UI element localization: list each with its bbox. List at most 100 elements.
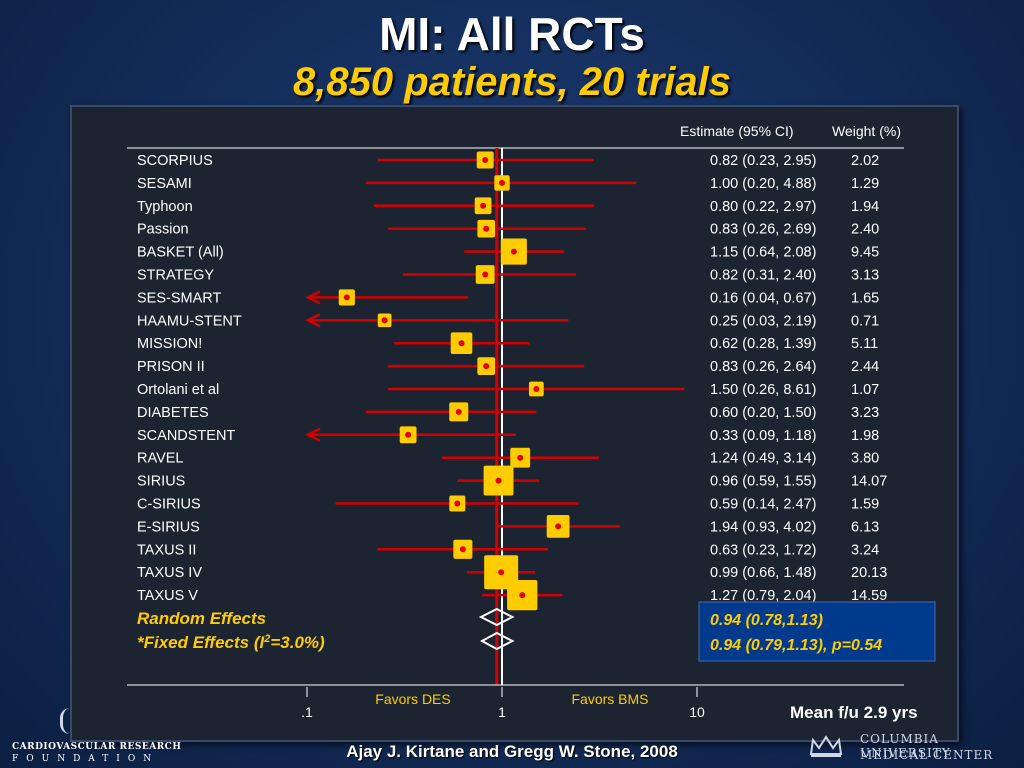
ci-value: 1.27 (0.79, 2.04) xyxy=(710,588,816,604)
study-name: Passion xyxy=(137,222,189,238)
ci-value: 0.59 (0.14, 2.47) xyxy=(710,497,816,513)
ci-value: 0.96 (0.59, 1.55) xyxy=(710,474,816,490)
study-name: SCORPIUS xyxy=(137,153,213,169)
point-estimate xyxy=(482,271,489,278)
crf-logo-line1: CARDIOVASCULAR RESEARCH xyxy=(12,742,182,752)
study-name: BASKET (All) xyxy=(137,245,224,261)
point-estimate xyxy=(499,179,505,186)
weight-value: 1.29 xyxy=(851,176,879,192)
ci-value: 1.94 (0.93, 4.02) xyxy=(710,519,816,535)
point-estimate xyxy=(343,294,350,301)
fixed-effects-label: *Fixed Effects (I2=3.0%) xyxy=(137,633,325,652)
weight-value: 1.98 xyxy=(851,428,879,444)
point-estimate xyxy=(555,523,562,530)
study-name: C-SIRIUS xyxy=(137,497,201,513)
ci-value: 0.25 (0.03, 2.19) xyxy=(710,313,816,329)
study-name: SCANDSTENT xyxy=(137,428,235,444)
ci-value: 0.83 (0.26, 2.69) xyxy=(710,222,816,238)
weight-value: 3.80 xyxy=(851,451,879,467)
study-name: Ortolani et al xyxy=(137,382,219,398)
summary-diamond xyxy=(479,631,515,651)
estimate-column-header: Estimate (95% CI) xyxy=(680,123,794,139)
weight-value: 3.24 xyxy=(851,542,879,558)
study-name: PRISON II xyxy=(137,359,205,375)
point-estimate xyxy=(454,500,461,507)
crf-logo-line2: FOUNDATION xyxy=(12,754,160,764)
point-estimate xyxy=(480,202,487,209)
point-estimate xyxy=(458,340,465,347)
weight-value: 1.94 xyxy=(851,199,879,215)
point-estimate xyxy=(405,431,412,438)
fixed-effects-result: 0.94 (0.79,1.13), p=0.54 xyxy=(710,637,882,654)
weight-value: 20.13 xyxy=(851,565,887,581)
weight-value: 6.13 xyxy=(851,519,879,535)
study-name: SIRIUS xyxy=(137,474,185,490)
point-estimate xyxy=(482,157,489,163)
point-estimate xyxy=(519,592,526,599)
ci-arrow xyxy=(305,290,321,305)
ci-value: 1.00 (0.20, 4.88) xyxy=(710,176,816,192)
ci-value: 0.82 (0.23, 2.95) xyxy=(710,153,816,169)
ci-value: 0.82 (0.31, 2.40) xyxy=(710,268,816,284)
study-name: STRATEGY xyxy=(137,268,214,284)
weight-value: 1.59 xyxy=(851,497,879,513)
columbia-logo-line1: COLUMBIA UNIVERSITY xyxy=(860,732,951,760)
columbia-crown-icon xyxy=(809,735,843,757)
weight-value: 0.71 xyxy=(851,313,879,329)
ci-arrow xyxy=(305,427,321,442)
x-tick-label: .1 xyxy=(301,704,313,720)
point-estimate xyxy=(517,454,524,461)
point-estimate xyxy=(533,386,540,392)
weight-value: 14.59 xyxy=(851,588,887,604)
study-name: DIABETES xyxy=(137,405,209,421)
study-name: E-SIRIUS xyxy=(137,519,200,535)
study-name: RAVEL xyxy=(137,451,183,467)
study-name: SES-SMART xyxy=(137,290,221,306)
crf-logo-icon xyxy=(60,708,77,734)
slide-subtitle: 8,850 patients, 20 trials xyxy=(292,60,731,104)
ci-value: 0.16 (0.04, 0.67) xyxy=(710,290,816,306)
favors-bms-label: Favors BMS xyxy=(571,691,648,707)
weight-value: 2.40 xyxy=(851,222,879,238)
study-name: Typhoon xyxy=(137,199,193,215)
point-estimate xyxy=(483,363,490,370)
random-effects-result: 0.94 (0.78,1.13) xyxy=(710,612,823,629)
slide-title: MI: All RCTs xyxy=(379,8,645,60)
weight-value: 1.07 xyxy=(851,382,879,398)
ci-arrow xyxy=(305,313,321,328)
ci-value: 0.33 (0.09, 1.18) xyxy=(710,428,816,444)
ci-value: 0.60 (0.20, 1.50) xyxy=(710,405,816,421)
weight-column-header: Weight (%) xyxy=(832,123,901,139)
point-estimate xyxy=(498,569,505,576)
point-estimate xyxy=(495,477,502,484)
point-estimate xyxy=(459,546,466,553)
point-estimate xyxy=(381,317,388,324)
study-name: TAXUS V xyxy=(137,588,198,604)
x-tick-label: 10 xyxy=(689,704,705,720)
study-name: TAXUS IV xyxy=(137,565,202,581)
weight-value: 3.13 xyxy=(851,268,879,284)
weight-value: 1.65 xyxy=(851,290,879,306)
weight-value: 9.45 xyxy=(851,245,879,261)
weight-value: 2.44 xyxy=(851,359,879,375)
weight-value: 2.02 xyxy=(851,153,879,169)
forest-plot-panel: Estimate (95% CI) Weight (%) SCORPIUS 0.82 … xyxy=(70,105,959,742)
favors-des-label: Favors DES xyxy=(375,691,450,707)
random-effects-label: Random Effects xyxy=(137,609,266,628)
ci-value: 0.80 (0.22, 2.97) xyxy=(710,199,816,215)
ci-value: 0.83 (0.26, 2.64) xyxy=(710,359,816,375)
footer-citation: Ajay J. Kirtane and Gregg W. Stone, 2008 xyxy=(346,742,678,761)
forest-plot: Estimate (95% CI) Weight (%) SCORPIUS 0.82 … xyxy=(127,123,936,720)
weight-value: 5.11 xyxy=(851,336,878,352)
ci-value: 1.24 (0.49, 3.14) xyxy=(710,451,816,467)
summary-result-box xyxy=(698,601,936,662)
mean-followup-label: Mean f/u 2.9 yrs xyxy=(790,703,918,722)
ci-value: 1.15 (0.64, 2.08) xyxy=(710,245,816,261)
weight-value: 3.23 xyxy=(851,405,879,421)
point-estimate xyxy=(483,225,490,232)
columbia-logo-line2: MEDICAL CENTER xyxy=(860,748,994,762)
x-tick-label: 1 xyxy=(498,704,506,720)
point-estimate xyxy=(455,408,462,415)
ci-value: 0.62 (0.28, 1.39) xyxy=(710,336,816,352)
summary-diamond xyxy=(478,607,515,627)
